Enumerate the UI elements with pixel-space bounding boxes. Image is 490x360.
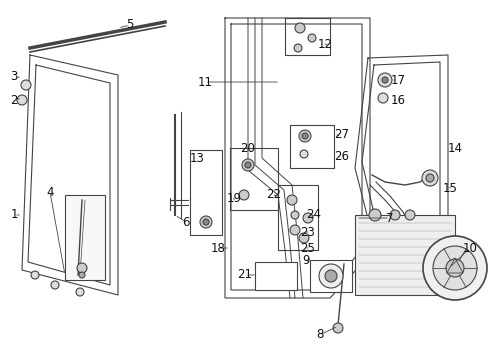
Circle shape <box>203 219 209 225</box>
Circle shape <box>319 264 343 288</box>
Text: 14: 14 <box>447 141 463 154</box>
Circle shape <box>242 159 254 171</box>
Circle shape <box>200 216 212 228</box>
Text: 11: 11 <box>197 76 213 89</box>
Text: 1: 1 <box>10 208 18 221</box>
Circle shape <box>299 233 309 243</box>
Text: 7: 7 <box>386 211 394 225</box>
Text: 9: 9 <box>302 253 310 266</box>
Text: 24: 24 <box>307 208 321 221</box>
Circle shape <box>378 73 392 87</box>
Text: 27: 27 <box>335 129 349 141</box>
Text: 17: 17 <box>391 73 406 86</box>
Text: 4: 4 <box>46 185 54 198</box>
Circle shape <box>287 195 297 205</box>
Circle shape <box>423 236 487 300</box>
Circle shape <box>405 210 415 220</box>
Circle shape <box>21 80 31 90</box>
Text: 23: 23 <box>300 225 316 238</box>
Circle shape <box>79 272 85 278</box>
Circle shape <box>333 323 343 333</box>
Circle shape <box>76 288 84 296</box>
Text: 6: 6 <box>182 216 190 229</box>
Circle shape <box>299 130 311 142</box>
Text: 19: 19 <box>226 192 242 204</box>
Text: 2: 2 <box>10 94 18 107</box>
Text: 5: 5 <box>126 18 134 31</box>
Circle shape <box>325 270 337 282</box>
Bar <box>355 215 455 295</box>
Circle shape <box>51 281 59 289</box>
Bar <box>65 195 105 280</box>
Circle shape <box>308 34 316 42</box>
Circle shape <box>294 44 302 52</box>
Text: 12: 12 <box>318 37 333 50</box>
Circle shape <box>382 77 388 83</box>
Circle shape <box>422 170 438 186</box>
Circle shape <box>369 209 381 221</box>
Text: 22: 22 <box>267 189 281 202</box>
Text: 26: 26 <box>335 150 349 163</box>
Bar <box>255 262 297 290</box>
Text: 10: 10 <box>463 242 477 255</box>
Text: 16: 16 <box>391 94 406 107</box>
Bar <box>310 260 352 292</box>
Circle shape <box>378 93 388 103</box>
Circle shape <box>31 271 39 279</box>
Circle shape <box>290 225 300 235</box>
Circle shape <box>426 174 434 182</box>
Circle shape <box>390 210 400 220</box>
Text: 8: 8 <box>317 328 324 342</box>
Circle shape <box>433 246 477 290</box>
Circle shape <box>77 263 87 273</box>
Text: 15: 15 <box>442 181 458 194</box>
Text: 13: 13 <box>190 152 204 165</box>
Text: 25: 25 <box>300 242 316 255</box>
Circle shape <box>303 213 313 223</box>
Circle shape <box>245 162 251 168</box>
Circle shape <box>446 259 464 277</box>
Text: 18: 18 <box>211 242 225 255</box>
Circle shape <box>239 190 249 200</box>
Text: 20: 20 <box>241 141 255 154</box>
Text: 3: 3 <box>10 69 18 82</box>
Circle shape <box>291 211 299 219</box>
Circle shape <box>295 23 305 33</box>
Circle shape <box>17 95 27 105</box>
Circle shape <box>302 133 308 139</box>
Text: 21: 21 <box>238 269 252 282</box>
Circle shape <box>300 150 308 158</box>
